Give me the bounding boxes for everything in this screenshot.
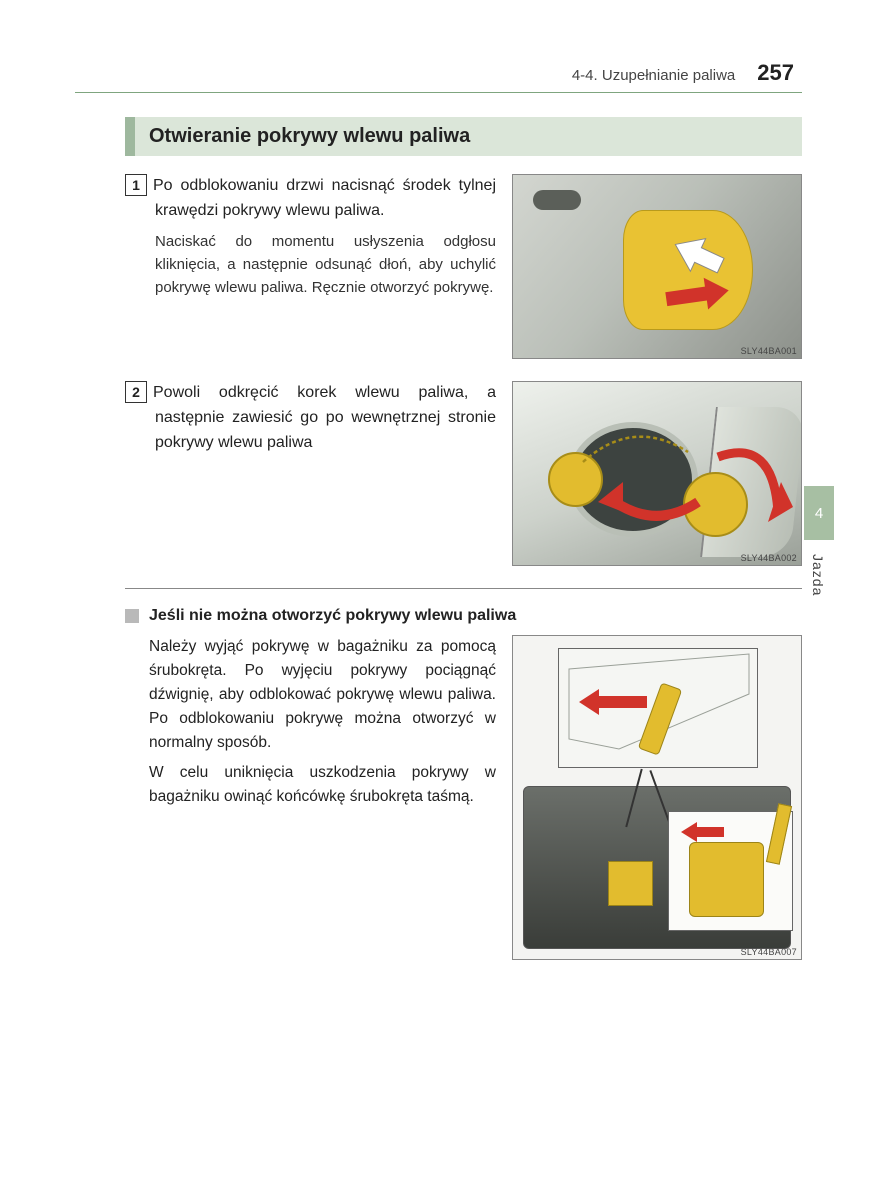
pull-arrow-red-icon	[577, 687, 657, 717]
step-text: 1 Po odblokowaniu drzwi nacisnąć środek t…	[125, 174, 496, 359]
subsection-p2: W celu uniknięcia uszkodzenia pokrywy w …	[149, 761, 496, 809]
subsection-title: Jeśli nie można otworzyć pokrywy wlewu p…	[149, 607, 516, 625]
content-area: Otwieranie pokrywy wlewu paliwa 1 Po odbl…	[75, 117, 802, 960]
header-rule	[75, 92, 802, 93]
remove-arrow-red-icon	[679, 820, 729, 845]
subsection-row: Należy wyjąć pokrywę w bagażniku za pomo…	[125, 635, 802, 960]
figure-code: SLY44BA001	[741, 346, 797, 356]
rotation-arrows-icon	[513, 382, 802, 566]
page: 4-4. Uzupełnianie paliwa 257 Otwieranie …	[0, 0, 877, 960]
step-number-box: 2	[125, 381, 147, 403]
inset-lever-illustration	[558, 648, 758, 768]
door-handle-illustration	[533, 190, 581, 210]
section-title-bar: Otwieranie pokrywy wlewu paliwa	[125, 117, 802, 156]
figure-2: SLY44BA002	[512, 381, 802, 566]
figure-code: SLY44BA002	[741, 553, 797, 563]
step-main-text: 2Powoli odkręcić korek wlewu paliwa, a n…	[155, 381, 496, 455]
section-title: Otwieranie pokrywy wlewu paliwa	[149, 125, 788, 148]
step-row: 2 Powoli odkręcić korek wlewu paliwa, a n…	[125, 381, 802, 566]
mid-rule	[125, 588, 802, 589]
trunk-panel-illustration	[608, 861, 653, 906]
open-arrow-red-icon	[661, 275, 731, 315]
section-path: 4-4. Uzupełnianie paliwa	[572, 67, 735, 84]
square-bullet-icon	[125, 609, 139, 623]
step-main-text: 1Po odblokowaniu drzwi nacisnąć środek t…	[155, 174, 496, 224]
figure-1: SLY44BA001	[512, 174, 802, 359]
screwdriver-illustration	[766, 803, 792, 865]
step-sub-text: Naciskać do momentu usłyszenia odgłosu k…	[155, 230, 496, 300]
chapter-number: 4	[815, 505, 823, 522]
chapter-label: Jazda	[810, 554, 826, 596]
subsection-text: Należy wyjąć pokrywę w bagażniku za pomo…	[149, 635, 496, 960]
page-header: 4-4. Uzupełnianie paliwa 257	[75, 60, 802, 86]
subsection-header: Jeśli nie można otworzyć pokrywy wlewu p…	[125, 607, 802, 625]
subsection-p1: Należy wyjąć pokrywę w bagażniku za pomo…	[149, 635, 496, 755]
step-main-span: Po odblokowaniu drzwi nacisnąć środek ty…	[153, 177, 496, 219]
step-main-span: Powoli odkręcić korek wlewu paliwa, a na…	[153, 384, 496, 451]
chapter-tab: 4	[804, 486, 834, 540]
step-text: 2 Powoli odkręcić korek wlewu paliwa, a n…	[125, 381, 496, 566]
page-number: 257	[757, 60, 794, 86]
step-row: 1 Po odblokowaniu drzwi nacisnąć środek t…	[125, 174, 802, 359]
press-arrow-white-icon	[668, 235, 728, 275]
step-number-box: 1	[125, 174, 147, 196]
figure-code: SLY44BA007	[741, 947, 797, 957]
inset-panel-illustration	[668, 811, 793, 931]
figure-3: SLY44BA007	[512, 635, 802, 960]
cover-panel-illustration	[689, 842, 764, 917]
